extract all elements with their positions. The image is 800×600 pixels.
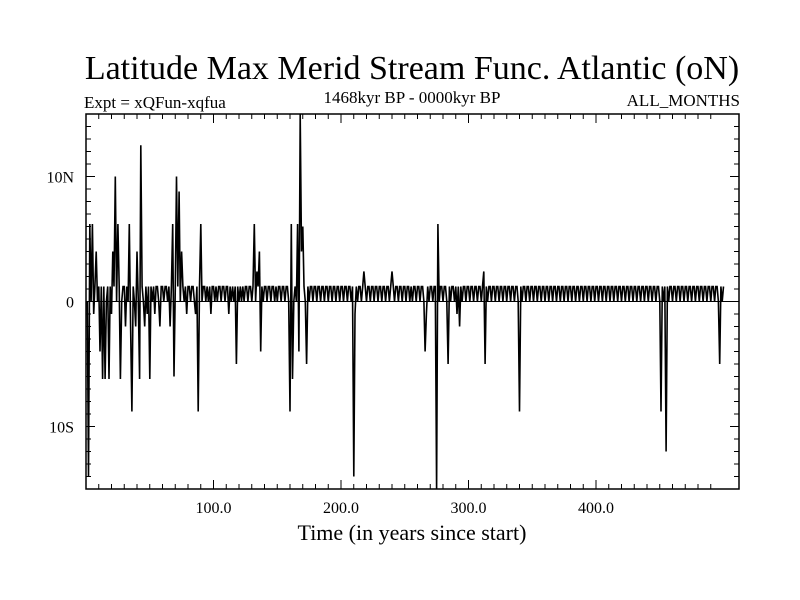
axes: 100.0 200.0 300.0 400.0 10N 0 10S xyxy=(46,114,739,517)
y-tick-label: 10N xyxy=(46,170,74,187)
chart-title: Latitude Max Merid Stream Func. Atlantic… xyxy=(85,50,739,87)
x-tick-label: 300.0 xyxy=(451,500,487,517)
chart-subtitle-center: 1468kyr BP - 0000kyr BP xyxy=(324,88,501,107)
x-axis-label: Time (in years since start) xyxy=(298,520,527,545)
series-line xyxy=(86,114,725,489)
y-tick-label: 10S xyxy=(49,420,74,437)
x-tick-label: 200.0 xyxy=(323,500,359,517)
chart-subtitle-left: Expt = xQFun-xqfua xyxy=(84,93,226,112)
y-tick-label: 0 xyxy=(66,295,74,312)
x-tick-label: 400.0 xyxy=(578,500,614,517)
chart-subtitle-right: ALL_MONTHS xyxy=(627,91,740,110)
x-tick-label: 100.0 xyxy=(196,500,232,517)
series-layer xyxy=(86,114,725,489)
plot-frame xyxy=(85,113,740,490)
